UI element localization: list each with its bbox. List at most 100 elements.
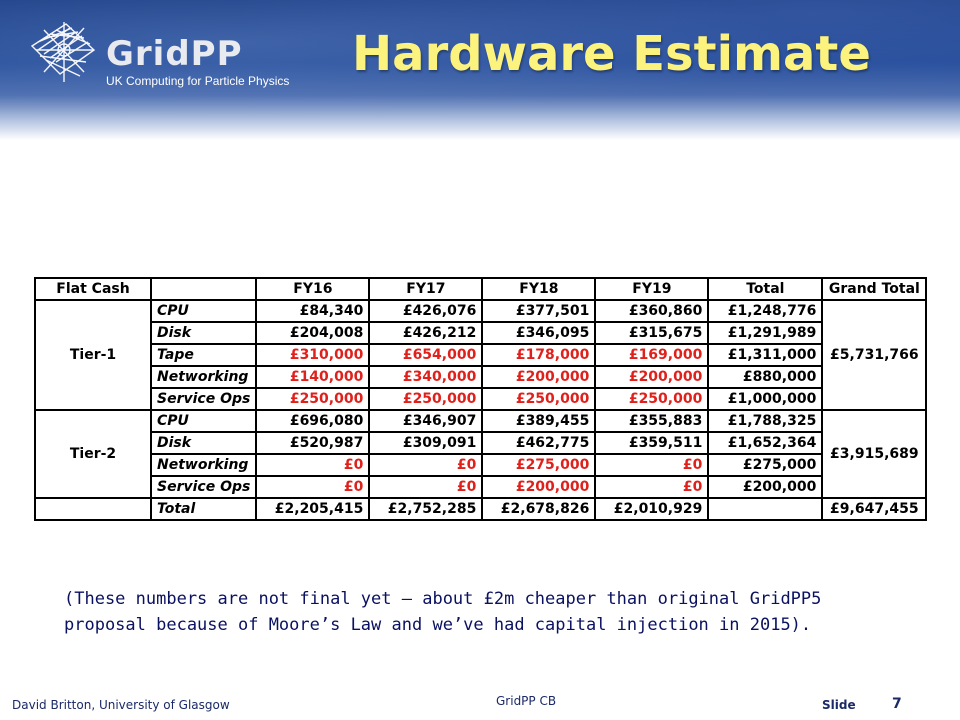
cell-total: £1,291,989 (707, 321, 824, 345)
row-label: Service Ops (149, 475, 258, 499)
overall-grand-total: £9,647,455 (821, 497, 928, 521)
cell-fy18: £275,000 (481, 453, 597, 477)
table-header-row: Flat Cash FY16 FY17 FY18 FY19 Total Gran… (34, 277, 928, 301)
slide-title: Hardware Estimate (352, 26, 871, 82)
footnote-line-1: (These numbers are not final yet – about… (64, 589, 822, 609)
logo-tagline: UK Computing for Particle Physics (106, 74, 290, 88)
cell-fy17: £250,000 (368, 387, 484, 411)
cell-fy16: £310,000 (255, 343, 371, 367)
cell-fy16: £520,987 (255, 431, 371, 455)
header-grand-total: Grand Total (821, 277, 928, 301)
cell-total: £880,000 (707, 365, 824, 389)
table-row: Tape £310,000 £654,000 £178,000 £169,000… (35, 343, 926, 367)
footer-event: GridPP CB (496, 694, 557, 708)
header-fy17: FY17 (368, 277, 484, 301)
row-label: CPU (149, 409, 258, 433)
row-label: CPU (149, 299, 258, 323)
cell-fy17: £426,076 (368, 299, 484, 323)
gridpp-logo: GridPP UK Computing for Particle Physics (26, 16, 306, 96)
cell-fy17: £0 (368, 475, 484, 499)
cell-fy19: £360,860 (594, 299, 710, 323)
cell-fy17: £0 (368, 453, 484, 477)
header-banner (0, 0, 960, 140)
total-fy17: £2,752,285 (368, 497, 484, 521)
cell-fy19: £0 (594, 475, 710, 499)
footer-slide-number: 7 (892, 696, 902, 712)
cell-fy19: £0 (594, 453, 710, 477)
total-fy16: £2,205,415 (255, 497, 371, 521)
cell-fy19: £250,000 (594, 387, 710, 411)
row-label: Disk (149, 321, 258, 345)
cell-fy19: £315,675 (594, 321, 710, 345)
footer-author: David Britton, University of Glasgow (12, 698, 230, 712)
cell-fy16: £140,000 (255, 365, 371, 389)
table-total-row: Total £2,205,415 £2,752,285 £2,678,826 £… (34, 497, 928, 521)
header-total: Total (707, 277, 824, 301)
total-row-label: Total (149, 497, 258, 521)
cell-total: £275,000 (707, 453, 824, 477)
cell-fy18: £178,000 (481, 343, 597, 367)
cell-fy19: £169,000 (594, 343, 710, 367)
cell-fy18: £462,775 (481, 431, 597, 455)
row-label: Service Ops (149, 387, 258, 411)
cell-fy18: £200,000 (481, 475, 597, 499)
header-flat-cash: Flat Cash (34, 277, 152, 301)
total-fy19: £2,010,929 (594, 497, 710, 521)
cell-fy17: £654,000 (368, 343, 484, 367)
cell-fy16: £0 (255, 475, 371, 499)
footnote-line-2: proposal because of Moore’s Law and we’v… (64, 615, 812, 635)
cell-total: £1,788,325 (707, 409, 824, 433)
cell-fy18: £377,501 (481, 299, 597, 323)
cell-total: £1,000,000 (707, 387, 824, 411)
footer-slide-label: Slide (822, 698, 856, 712)
tier1-label: Tier-1 (34, 299, 152, 411)
table-row: Tier-2 CPU £696,080 £346,907 £389,455 £3… (34, 409, 928, 499)
cell-fy18: £200,000 (481, 365, 597, 389)
logo-wordmark: GridPP (106, 34, 243, 74)
cell-total: £1,311,000 (707, 343, 824, 367)
cell-fy17: £340,000 (368, 365, 484, 389)
header-fy19: FY19 (594, 277, 710, 301)
cell-fy16: £696,080 (255, 409, 371, 433)
cell-fy19: £359,511 (594, 431, 710, 455)
cell-fy17: £309,091 (368, 431, 484, 455)
total-total (707, 497, 824, 521)
row-label: Tape (149, 343, 258, 367)
cell-fy16: £250,000 (255, 387, 371, 411)
cell-fy18: £346,095 (481, 321, 597, 345)
cell-total: £1,652,364 (707, 431, 824, 455)
cell-fy17: £426,212 (368, 321, 484, 345)
cell-fy18: £389,455 (481, 409, 597, 433)
cell-fy16: £0 (255, 453, 371, 477)
cell-fy19: £200,000 (594, 365, 710, 389)
table-row: Disk £520,987 £309,091 £462,775 £359,511… (35, 431, 926, 455)
tier2-grand-total: £3,915,689 (821, 409, 928, 499)
tier1-grand-total: £5,731,766 (821, 299, 928, 411)
header-fy16: FY16 (255, 277, 371, 301)
cell-total: £1,248,776 (707, 299, 824, 323)
header-banner-glow (0, 0, 960, 140)
cell-total: £200,000 (707, 475, 824, 499)
total-fy18: £2,678,826 (481, 497, 597, 521)
header-fy18: FY18 (481, 277, 597, 301)
table-row: Service Ops £0 £0 £200,000 £0 £200,000 (35, 475, 926, 499)
grid-globe-icon (30, 22, 96, 82)
cell-fy18: £250,000 (481, 387, 597, 411)
row-label: Networking (149, 453, 258, 477)
table-row: Networking £0 £0 £275,000 £0 £275,000 (35, 453, 926, 477)
total-row-blank (34, 497, 152, 521)
cell-fy16: £84,340 (255, 299, 371, 323)
hardware-estimate-table: Flat Cash FY16 FY17 FY18 FY19 Total Gran… (34, 277, 928, 521)
cell-fy17: £346,907 (368, 409, 484, 433)
footnote-text: (These numbers are not final yet – about… (64, 586, 924, 638)
table-row: Service Ops £250,000 £250,000 £250,000 £… (35, 387, 926, 411)
header-blank (149, 277, 258, 301)
row-label: Networking (149, 365, 258, 389)
cell-fy16: £204,008 (255, 321, 371, 345)
table-row: Networking £140,000 £340,000 £200,000 £2… (35, 365, 926, 389)
table-row: Disk £204,008 £426,212 £346,095 £315,675… (35, 321, 926, 345)
tier2-label: Tier-2 (34, 409, 152, 499)
table-row: Tier-1 CPU £84,340 £426,076 £377,501 £36… (34, 299, 928, 411)
row-label: Disk (149, 431, 258, 455)
cell-fy19: £355,883 (594, 409, 710, 433)
